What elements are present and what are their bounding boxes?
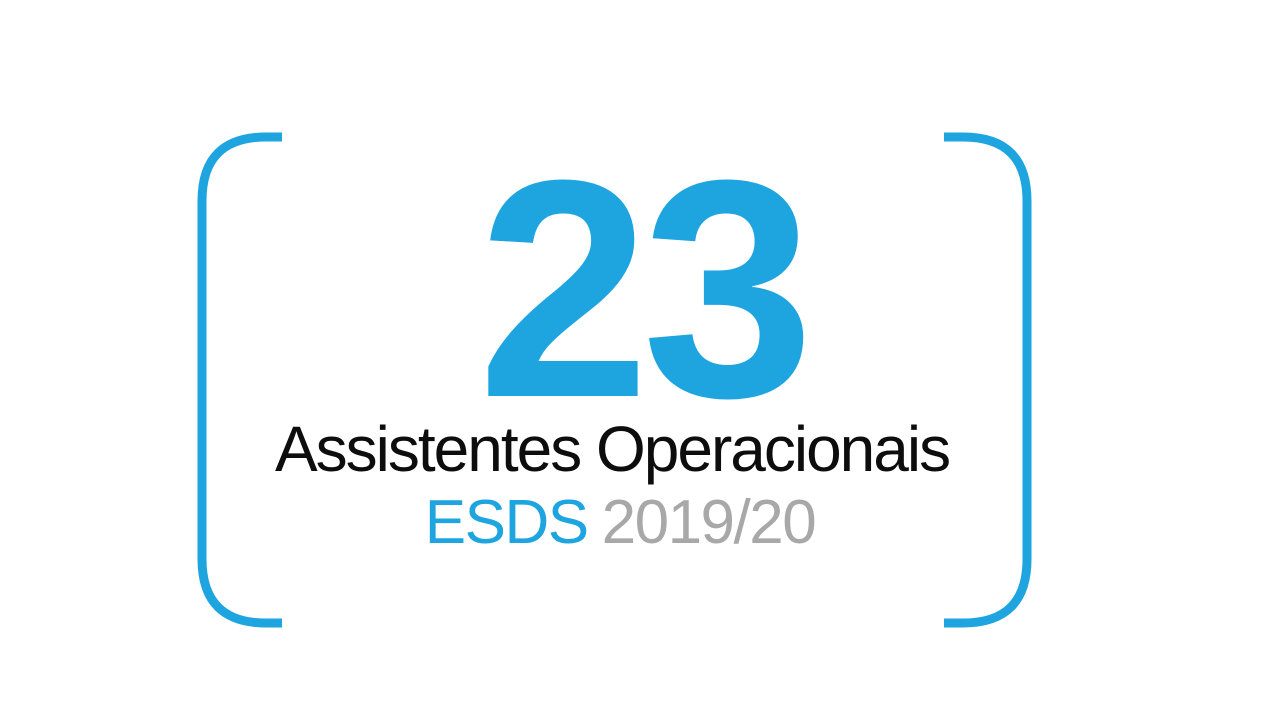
school-year: 2019/20 [601, 488, 817, 557]
left-bracket-shape [197, 132, 282, 628]
stat-subline: ESDS 2019/20 [0, 492, 1260, 554]
stat-number: 23 [477, 115, 815, 462]
stat-label: Assistentes Operacionais [274, 413, 951, 485]
org-name: ESDS [424, 488, 589, 557]
right-bracket-shape [944, 132, 1032, 628]
